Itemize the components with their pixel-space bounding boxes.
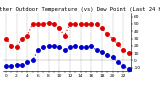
Title: Milwaukee Weather Outdoor Temperature (vs) Dew Point (Last 24 Hours): Milwaukee Weather Outdoor Temperature (v… [0,7,160,12]
